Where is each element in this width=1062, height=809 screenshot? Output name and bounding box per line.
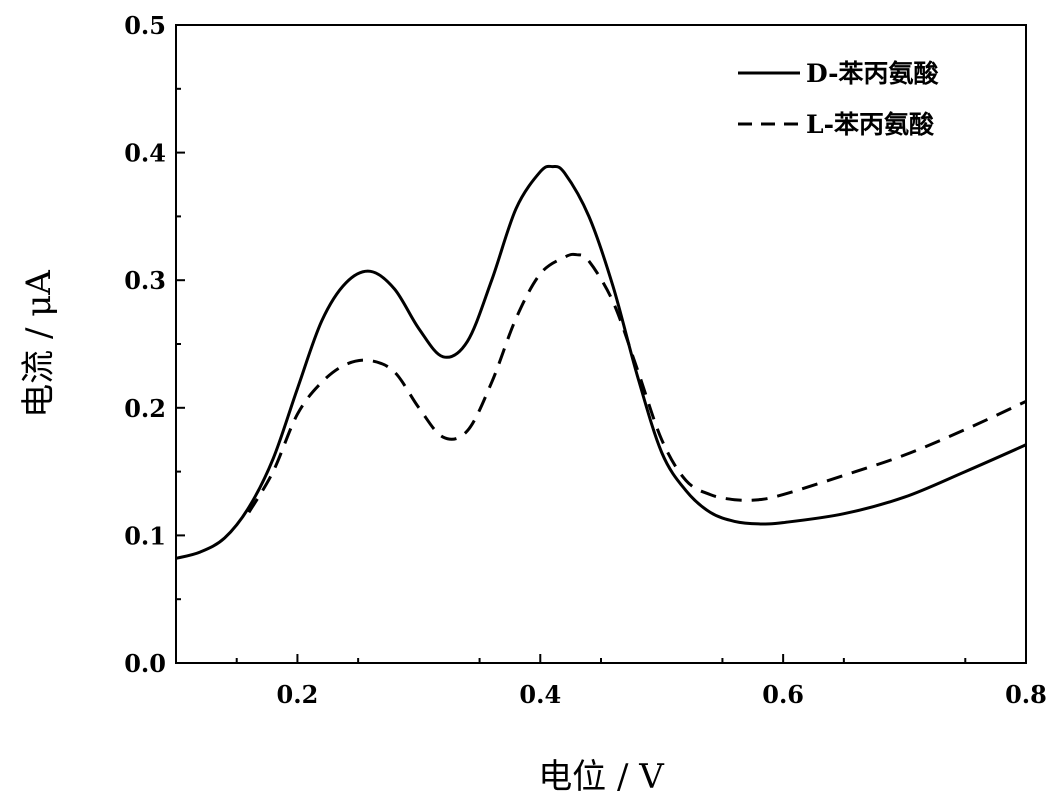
series-layer <box>175 164 1027 560</box>
x-tick-label: 0.4 <box>519 680 561 709</box>
series-line-d <box>175 164 1027 560</box>
y-tick-label: 0.0 <box>124 649 166 678</box>
y-tick-label: 0.5 <box>124 11 166 40</box>
x-tick-label: 0.2 <box>277 680 319 709</box>
x-axis-label: 电位 / V <box>538 757 665 797</box>
x-tick-label: 0.8 <box>1005 680 1047 709</box>
ticks-layer: 0.2 0.4 0.6 0.8 0.0 0.1 0.2 0.3 0.4 0.5 <box>124 11 1047 709</box>
y-tick-label: 0.4 <box>124 139 166 168</box>
series-line-l <box>247 252 1027 514</box>
y-tick-label: 0.2 <box>124 394 166 423</box>
plot-frame <box>175 24 1027 664</box>
legend-label-l: L-苯丙氨酸 <box>806 110 935 139</box>
legend: D-苯丙氨酸 L-苯丙氨酸 <box>738 59 940 139</box>
x-tick-label: 0.6 <box>762 680 804 709</box>
legend-label-d: D-苯丙氨酸 <box>806 59 940 88</box>
y-tick-label: 0.3 <box>124 266 166 295</box>
y-axis-label: 电流 / μA <box>19 270 59 418</box>
y-tick-label: 0.1 <box>124 521 166 550</box>
